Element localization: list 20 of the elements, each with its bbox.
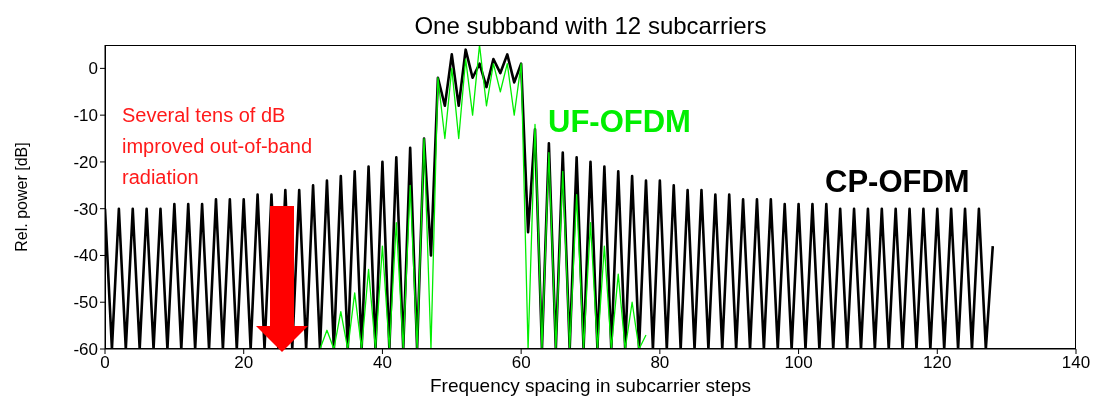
x-tick-label: 100 [784,353,813,373]
x-tick-label: 20 [234,353,254,373]
y-tick-label: -10 [73,106,98,126]
y-tick-label: -60 [73,340,98,360]
x-tick-label: 120 [923,353,952,373]
x-tick-label: 140 [1061,353,1091,373]
series-label: CP-OFDM [825,164,970,200]
y-tick-label: -30 [73,199,98,219]
y-tick-label: 0 [88,59,98,79]
x-tick-label: 60 [511,353,531,373]
y-tick-label: -50 [73,293,98,313]
y-axis-title: Rel. power [dB] [13,142,31,252]
series-label: UF-OFDM [548,104,691,140]
x-axis-title: Frequency spacing in subcarrier steps [428,375,752,397]
annotation: Several tens of dB improved out-of-band radiation [122,103,314,190]
y-tick-label: -40 [73,246,98,266]
y-tick-label: -20 [73,152,98,172]
chart-title: One subband with 12 subcarriers [413,12,768,40]
x-tick-label: 40 [372,353,392,373]
x-tick-label: 80 [650,353,670,373]
